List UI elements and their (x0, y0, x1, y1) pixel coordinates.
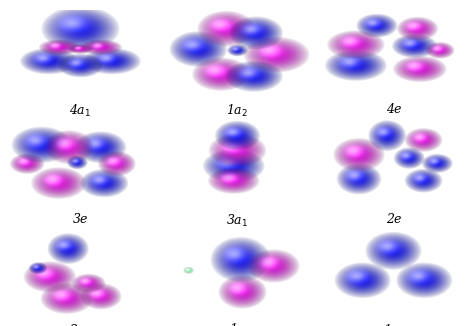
Text: 2a$_1$: 2a$_1$ (69, 323, 91, 326)
Text: 4e: 4e (386, 103, 401, 116)
Text: 1a$_2$: 1a$_2$ (226, 103, 248, 119)
Text: 1e: 1e (229, 323, 245, 326)
Text: 1a$_1$: 1a$_1$ (383, 323, 405, 326)
Text: 2e: 2e (386, 213, 401, 226)
Text: 3e: 3e (73, 213, 88, 226)
Text: 4a$_1$: 4a$_1$ (69, 103, 91, 119)
Text: 3a$_1$: 3a$_1$ (226, 213, 248, 229)
